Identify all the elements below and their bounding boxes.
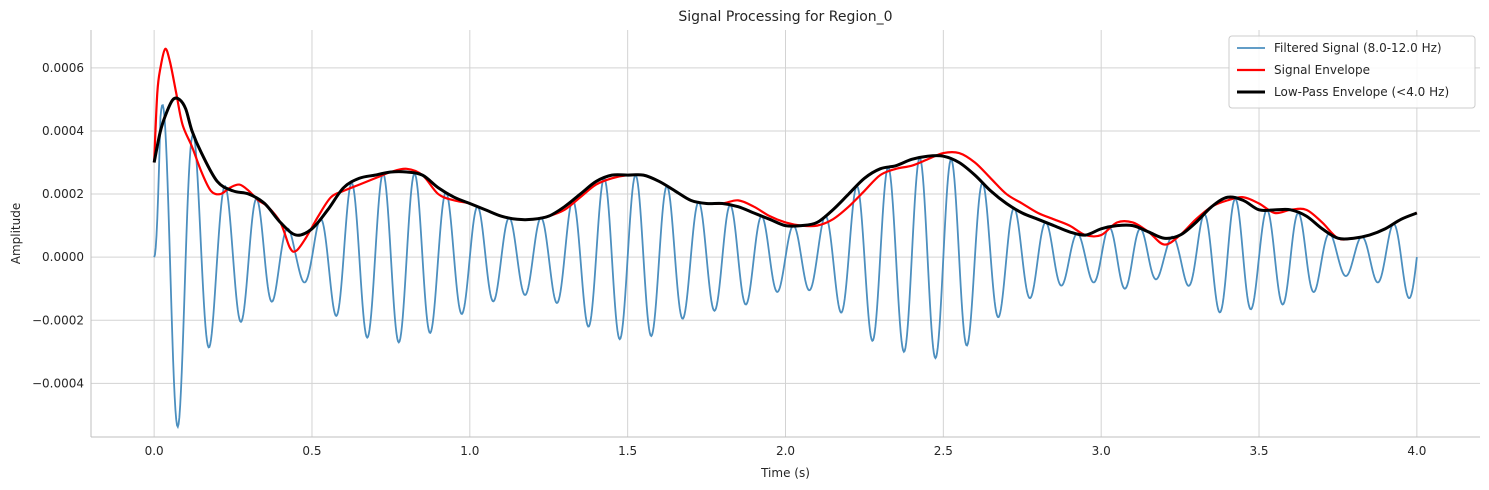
y-tick-label: −0.0004	[32, 376, 84, 390]
y-tick-labels: −0.0004 −0.0002 0.0000 0.0002 0.0004 0.0006	[32, 61, 84, 391]
y-tick-label: 0.0004	[42, 124, 84, 138]
x-tick-label: 0.0	[145, 444, 164, 458]
x-tick-label: 0.5	[302, 444, 321, 458]
chart-title: Signal Processing for Region_0	[678, 9, 892, 25]
x-tick-label: 4.0	[1407, 444, 1426, 458]
y-tick-label: −0.0002	[32, 313, 84, 327]
legend-entry: Filtered Signal (8.0-12.0 Hz)	[1274, 41, 1442, 55]
legend-box	[1228, 35, 1476, 109]
x-tick-labels: 0.0 0.5 1.0 1.5 2.0 2.5 3.0 3.5 4.0	[145, 444, 1427, 458]
series-layer	[152, 47, 1418, 430]
legend: Filtered Signal (8.0-12.0 Hz) Signal Enve…	[1228, 35, 1476, 109]
legend-entry: Signal Envelope	[1274, 63, 1370, 77]
y-tick-label: 0.0000	[42, 250, 84, 264]
series-line-lowpass-envelope	[152, 96, 1418, 241]
x-tick-label: 2.0	[776, 444, 795, 458]
x-tick-label: 3.0	[1092, 444, 1111, 458]
series-line-filtered-signal	[153, 104, 1418, 430]
axes	[90, 30, 1480, 438]
y-tick-label: 0.0006	[42, 61, 84, 75]
y-tick-label: 0.0002	[42, 187, 84, 201]
grid	[91, 30, 1480, 437]
legend-entry: Low-Pass Envelope (<4.0 Hz)	[1274, 85, 1449, 99]
y-axis-label: Amplitude	[9, 203, 23, 265]
x-tick-label: 1.0	[460, 444, 479, 458]
x-axis-label: Time (s)	[760, 466, 810, 480]
x-tick-label: 1.5	[618, 444, 637, 458]
x-tick-label: 3.5	[1249, 444, 1268, 458]
x-tick-label: 2.5	[934, 444, 953, 458]
